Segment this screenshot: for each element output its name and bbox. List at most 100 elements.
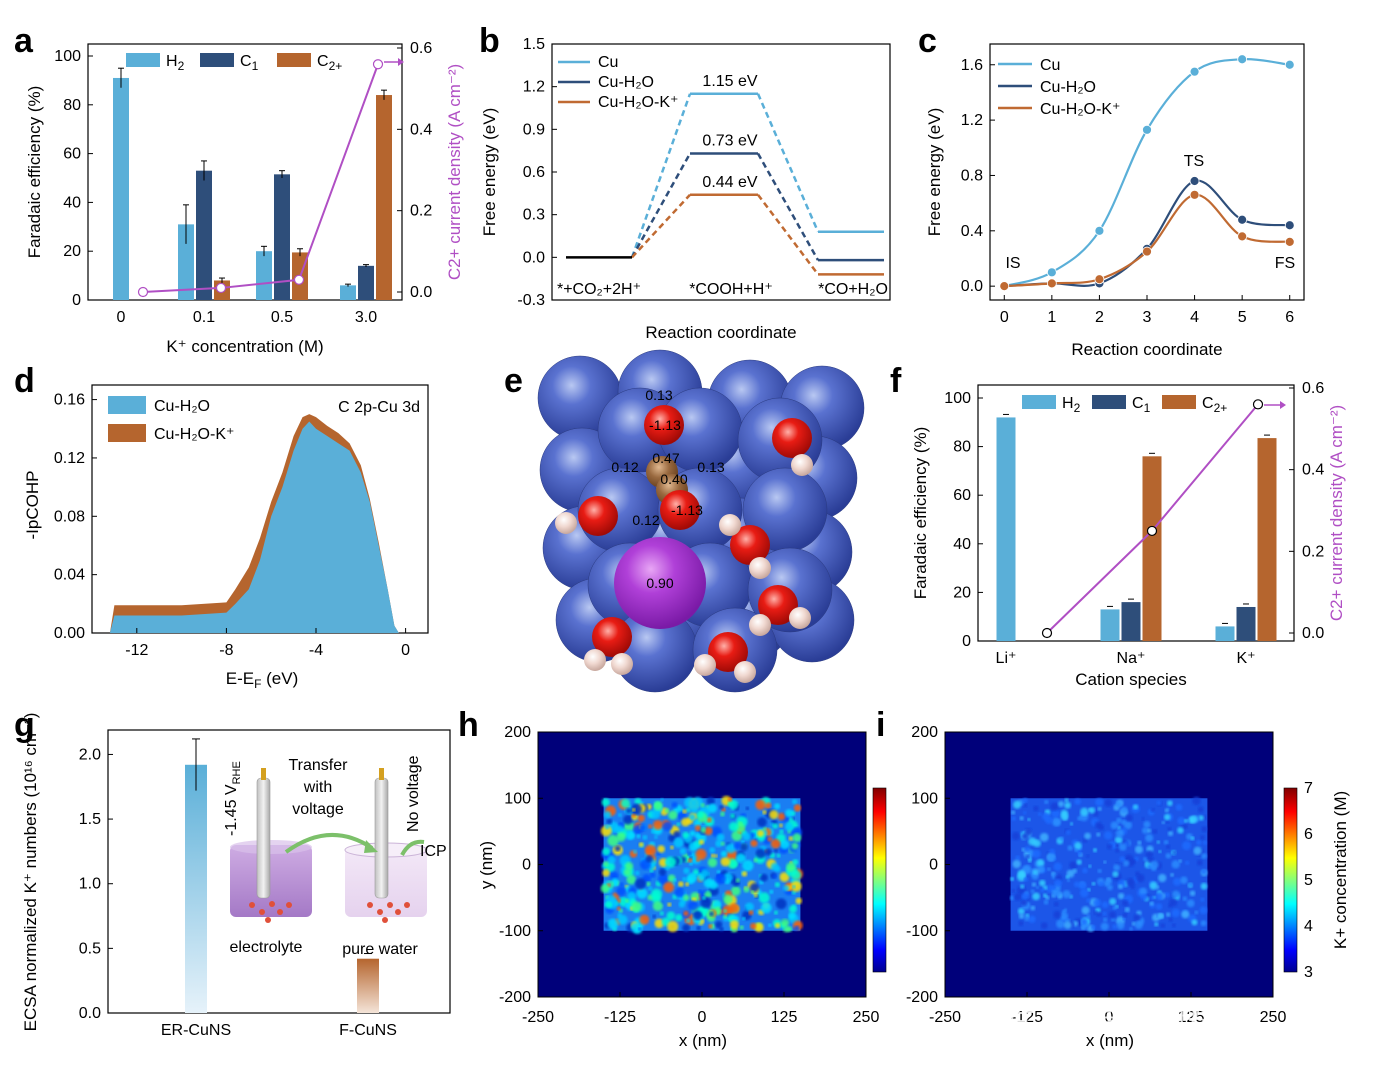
bar <box>1257 438 1277 641</box>
heatmap-spot <box>1018 920 1024 926</box>
heatmap-spot <box>649 868 654 873</box>
heatmap-spot <box>1026 898 1030 902</box>
legend-label: Cu <box>598 54 618 71</box>
heatmap-spot <box>779 872 790 882</box>
heatmap-spot <box>657 845 665 853</box>
ion-dot <box>382 917 388 923</box>
charge-label: -1.13 <box>671 502 703 518</box>
electrolyte-label: electrolyte <box>230 939 303 956</box>
x-tick-label: 4 <box>1190 309 1199 326</box>
heatmap-spot <box>1102 917 1108 922</box>
ion-dot <box>404 902 410 908</box>
heatmap-spot <box>1113 864 1121 871</box>
legend-swatch <box>1092 395 1126 409</box>
colorbar-tick-label: 7 <box>1304 780 1313 797</box>
heatmap-spot <box>742 860 754 872</box>
heatmap-spot <box>708 924 713 929</box>
heatmap-spot <box>742 916 746 921</box>
y-tick-label: 0.0 <box>523 249 545 266</box>
heatmap-spot <box>760 902 772 914</box>
ion-dot <box>395 909 401 915</box>
o-atom <box>758 585 798 625</box>
bar <box>274 174 290 300</box>
o-atom <box>644 405 684 445</box>
x-tick-label: Li⁺ <box>996 650 1017 667</box>
panel-d: d 0.00 0.04 0.08 0.12 0.16 -12 -8 -4 0 Cu-H₂O Cu-H… <box>14 362 429 691</box>
heatmap-spot <box>1038 867 1045 874</box>
transfer-text: voltage <box>292 801 344 818</box>
heatmap-spot <box>1163 839 1169 845</box>
heatmap-spot <box>720 841 725 846</box>
heatmap-spot <box>1086 898 1091 903</box>
heatmap-spot <box>791 870 802 880</box>
heatmap-spot <box>716 833 725 842</box>
arrow-head-icon <box>364 840 378 853</box>
transfer-text: with <box>303 779 332 796</box>
heatmap-spot <box>729 860 738 869</box>
heatmap-spot <box>684 797 696 809</box>
heatmap-spot <box>1028 837 1037 846</box>
heatmap-spot <box>735 878 740 883</box>
x-tick-label: F-CuNS <box>339 1022 397 1039</box>
x-tick-label: 125 <box>1178 1009 1205 1026</box>
heatmap-spot <box>709 911 714 917</box>
heatmap-spot <box>1177 816 1186 825</box>
heatmap-spot <box>1067 845 1073 851</box>
current-point <box>1041 627 1053 639</box>
heatmap-spot <box>600 884 610 894</box>
heatmap-spot <box>1175 803 1183 811</box>
y-tick-label: -0.3 <box>517 292 545 309</box>
heatmap-spot <box>775 898 787 910</box>
heatmap-spot <box>1098 881 1104 887</box>
y-axis-label: ECSA normalized K⁺ numbers (10¹⁶ cm⁻²) <box>21 713 40 1032</box>
heatmap-spot <box>750 890 755 894</box>
heatmap-spot <box>764 802 772 809</box>
y-tick-label: 1.2 <box>523 79 545 96</box>
heatmap-spot <box>729 920 739 930</box>
heatmap-spot <box>654 918 664 929</box>
heatmap-spot <box>1059 836 1064 841</box>
legend-swatch <box>1022 395 1056 409</box>
heatmap-spot <box>644 844 657 857</box>
heatmap-spot <box>617 914 628 925</box>
y-tick-label: 0 <box>962 633 971 650</box>
heatmap-spot <box>1010 877 1015 882</box>
heatmap-spot <box>776 853 781 858</box>
panel-letter-b: b <box>479 22 500 60</box>
heatmap-spot <box>1096 911 1102 917</box>
h-atom <box>791 454 813 476</box>
panel-letter-g: g <box>14 706 35 744</box>
heatmap-spot <box>696 926 701 931</box>
transfer-arrow <box>284 833 374 854</box>
heatmap-spot <box>1154 922 1159 927</box>
heatmap-spot <box>645 855 653 863</box>
heatmap-spot <box>1122 917 1126 921</box>
heatmap-spot <box>670 845 674 850</box>
heatmap-spot <box>1023 864 1032 873</box>
transition-line <box>756 93 820 233</box>
x-tick-label: -125 <box>1011 1009 1043 1026</box>
heatmap-spot <box>1013 800 1022 809</box>
y-tick-label: -100 <box>499 923 531 940</box>
heatmap-spot <box>707 803 717 813</box>
heatmap-spot <box>792 799 798 805</box>
heatmap-spot <box>1019 884 1025 889</box>
x-tick-label: 2 <box>1095 309 1104 326</box>
heatmap-spot <box>648 824 653 829</box>
y-tick-label: 0.00 <box>54 625 85 642</box>
heatmap-spot <box>715 873 726 885</box>
heatmap-spot <box>1163 813 1171 821</box>
y-tick-label: 1.5 <box>79 811 101 828</box>
x-tick-label: 3 <box>1143 309 1152 326</box>
heatmap-spot <box>1171 908 1180 918</box>
bar <box>113 77 129 301</box>
y-tick-label: 80 <box>63 97 81 114</box>
heatmap-spot <box>1188 883 1193 887</box>
panel-f: f 0 20 40 60 80 100 0.0 0.2 0.4 0.6 Li⁺ Na⁺ K⁺ H2 C1 C2… <box>890 362 1346 689</box>
heatmap-spot <box>1040 888 1045 893</box>
heatmap-spot <box>1051 885 1056 890</box>
heatmap-spot <box>1196 839 1202 846</box>
heatmap-spot <box>645 881 651 887</box>
heatmap-spot <box>754 922 764 933</box>
heatmap-spot <box>652 900 663 912</box>
